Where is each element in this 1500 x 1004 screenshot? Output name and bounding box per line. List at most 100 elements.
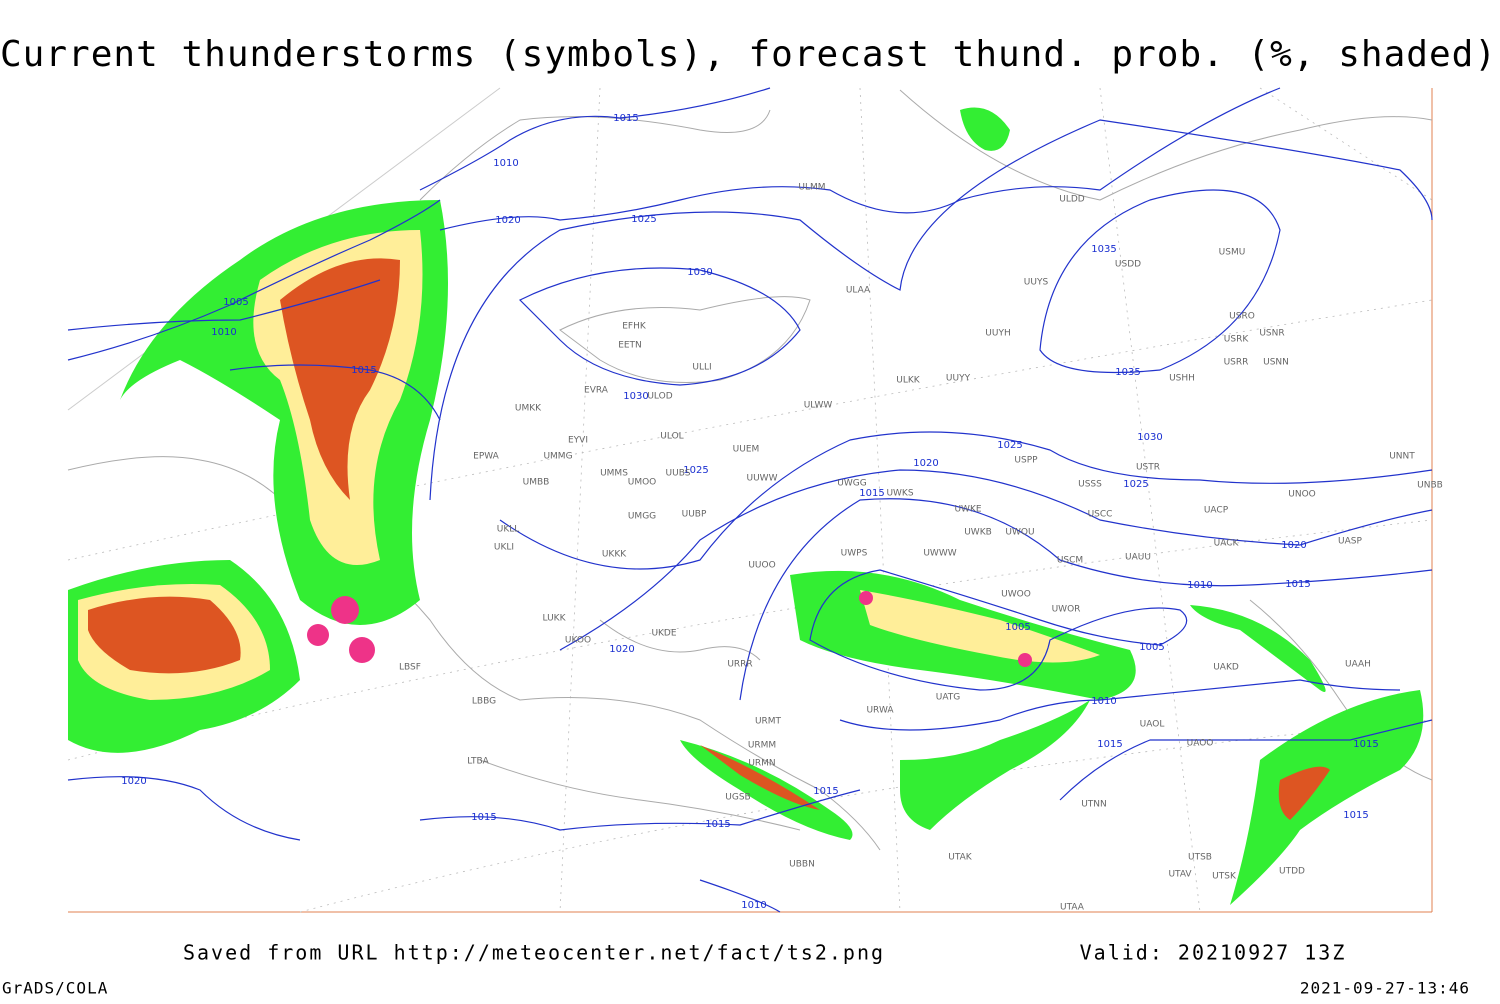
station-label: UKOO <box>565 636 591 646</box>
station-label: UAOL <box>1140 720 1165 730</box>
station-label: EVRA <box>584 386 609 396</box>
station-label: UKLL <box>497 525 520 535</box>
station-label: EFHK <box>622 322 647 332</box>
station-label: UBBN <box>789 860 815 870</box>
station-label: USNR <box>1259 329 1284 339</box>
station-label: UUBP <box>682 510 707 520</box>
station-label: EYVI <box>568 436 588 446</box>
station-label: URMM <box>748 741 776 751</box>
isobar-label: 1035 <box>1115 367 1140 378</box>
station-label: URMN <box>748 759 775 769</box>
station-label: UUWW <box>747 474 778 484</box>
station-label: USMU <box>1219 248 1246 258</box>
isobar-label: 1005 <box>223 297 248 308</box>
isobar-label: 1035 <box>1091 244 1116 255</box>
station-label: USTR <box>1136 463 1160 473</box>
isobar-label: 1015 <box>1097 739 1122 750</box>
station-label: ULDD <box>1059 195 1085 205</box>
isobar-label: 1015 <box>471 812 496 823</box>
station-label: UWOO <box>1001 590 1031 600</box>
isobar-label: 1010 <box>1187 580 1212 591</box>
isobar-label: 1015 <box>1353 739 1378 750</box>
station-label: ULMM <box>798 183 825 193</box>
isobar-label: 1015 <box>613 113 638 124</box>
station-label: UWKB <box>964 528 992 538</box>
station-label: UTDD <box>1279 867 1305 877</box>
isobar-label: 1005 <box>1005 622 1030 633</box>
isobar-label: 1010 <box>211 327 236 338</box>
station-label: LBBG <box>472 697 496 707</box>
isobar-label: 1015 <box>705 819 730 830</box>
station-label: LUKK <box>543 614 567 624</box>
station-label: ULWW <box>804 401 833 411</box>
station-label: UWOU <box>1005 528 1034 538</box>
station-label: LTBA <box>467 757 489 767</box>
station-label: UTSK <box>1212 872 1237 882</box>
station-label: UAKD <box>1213 663 1239 673</box>
station-label: USSS <box>1078 480 1102 490</box>
station-label: ULLI <box>692 363 711 373</box>
isobar-label: 1025 <box>997 440 1022 451</box>
station-label: UUYS <box>1024 278 1049 288</box>
isobar-label: 1020 <box>121 776 146 787</box>
station-label: UMMG <box>543 452 572 462</box>
station-label: UWPS <box>841 549 868 559</box>
station-label: UACK <box>1214 539 1240 549</box>
station-label: USRR <box>1224 358 1249 368</box>
isobar-label: 1015 <box>1285 579 1310 590</box>
isobar-label: 1015 <box>1343 810 1368 821</box>
station-label: URRR <box>727 660 752 670</box>
isobar-label: 1015 <box>351 365 376 376</box>
isobar-label: 1015 <box>859 488 884 499</box>
station-label: UUYH <box>985 329 1010 339</box>
station-label: UMMS <box>600 469 628 479</box>
station-label: ULOL <box>660 432 683 442</box>
graticule <box>67 87 1433 913</box>
isobar-label: 1030 <box>1137 432 1162 443</box>
station-label: UUEM <box>733 445 760 455</box>
isobar-label: 1020 <box>1281 540 1306 551</box>
station-label: UTSB <box>1188 853 1212 863</box>
station-label: UMOO <box>628 478 657 488</box>
station-label: USRK <box>1224 335 1250 345</box>
software: GrADS/COLA <box>2 979 108 998</box>
station-label: EETN <box>618 341 642 351</box>
station-label: USPP <box>1014 456 1038 466</box>
station-label: UNNT <box>1389 452 1415 462</box>
valid-time: Valid: 20210927 13Z <box>1080 941 1347 965</box>
station-label: USDD <box>1115 260 1141 270</box>
isobar-label: 1025 <box>1123 479 1148 490</box>
probability-shading <box>68 107 1424 905</box>
station-label: UWKS <box>886 489 913 499</box>
isobar-label: 1020 <box>609 644 634 655</box>
station-label: UMKK <box>515 404 542 414</box>
station-label: UATG <box>936 693 961 703</box>
station-label: URMT <box>755 717 782 727</box>
station-label: USRO <box>1229 312 1255 322</box>
station-label: UMBB <box>523 478 550 488</box>
station-label: UKDE <box>651 629 676 639</box>
station-label: UUBS <box>666 469 691 479</box>
isobar-label: 1010 <box>1091 696 1116 707</box>
station-label: UWGG <box>837 479 866 489</box>
station-label: UMGG <box>628 512 656 522</box>
station-label: UAUU <box>1125 553 1151 563</box>
station-label: URWA <box>866 706 894 716</box>
isobar-label: 1020 <box>495 215 520 226</box>
station-label: UASP <box>1338 537 1362 547</box>
station-label: UACP <box>1204 506 1229 516</box>
title: Current thunderstorms (symbols), forecas… <box>0 34 1500 75</box>
isobar-label: 1020 <box>913 458 938 469</box>
station-label: UGSB <box>725 793 750 803</box>
isobar-label: 1010 <box>741 900 766 911</box>
isobar-label: 1010 <box>493 158 518 169</box>
station-label: UAAH <box>1345 660 1371 670</box>
isobars <box>67 87 1433 913</box>
station-label: UAOO <box>1187 739 1214 749</box>
station-label: UKLI <box>494 543 514 553</box>
station-label: UTAA <box>1060 903 1085 913</box>
station-label: UTAV <box>1168 870 1192 880</box>
station-label: USNN <box>1263 358 1289 368</box>
station-label: UWWW <box>923 549 956 559</box>
